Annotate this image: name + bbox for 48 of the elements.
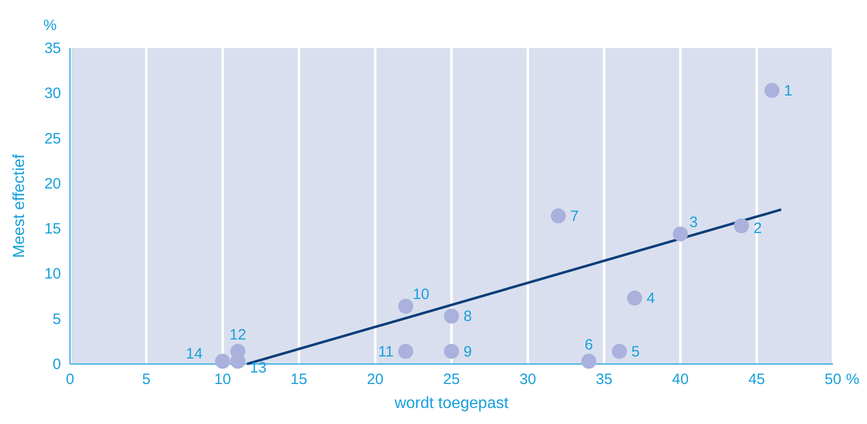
y-axis-title: Meest effectief <box>11 154 28 258</box>
annotation: 7 <box>570 208 579 225</box>
x-tick-label: 25 <box>443 371 460 388</box>
y-tick-label: 20 <box>44 175 61 192</box>
x-tick-label: 30 <box>519 371 536 388</box>
annotation: 2 <box>753 220 762 237</box>
y-tick-label: 35 <box>44 40 61 57</box>
point <box>444 344 459 359</box>
point <box>672 226 688 242</box>
annotation: 4 <box>646 290 655 308</box>
y-tick-label: 10 <box>44 266 61 283</box>
point <box>444 308 459 324</box>
point <box>398 344 414 359</box>
point <box>398 298 414 314</box>
y-tick-label: 15 <box>44 220 61 238</box>
x-tick-label: 20 <box>366 371 384 388</box>
annotation: 1 <box>784 82 792 100</box>
y-tick-label: 30 <box>44 85 61 102</box>
annotation: 14 <box>186 345 203 362</box>
y-tick-label: 25 <box>44 130 61 148</box>
annotation: 3 <box>689 214 698 231</box>
x-tick-label: 10 <box>214 371 231 388</box>
annotation: 10 <box>412 286 430 304</box>
annotation: 12 <box>230 326 246 344</box>
x-tick-label: 0 <box>66 371 74 388</box>
point <box>612 344 627 359</box>
x-tick-label: 45 <box>748 371 766 388</box>
x-tick-label: 15 <box>290 371 308 388</box>
point <box>734 218 749 234</box>
annotation: 11 <box>378 343 394 360</box>
x-tick-label: 50 <box>824 371 842 388</box>
annotation: 9 <box>464 343 472 360</box>
y-tick-label: 5 <box>52 310 61 328</box>
point <box>215 354 230 369</box>
annotation: 6 <box>584 336 594 354</box>
x-tick-label: 5 <box>142 371 150 388</box>
x-tick-label: 40 <box>672 371 689 388</box>
point <box>550 208 566 224</box>
x-axis-title: wordt toegepast <box>394 395 509 412</box>
point <box>627 290 642 306</box>
y-tick-label: 0 <box>52 356 61 373</box>
annotation: 5 <box>631 343 640 360</box>
annotation: 8 <box>464 308 472 326</box>
point <box>581 354 596 369</box>
text: % <box>846 371 860 388</box>
text: % <box>43 17 57 34</box>
x-tick-label: 35 <box>596 371 612 388</box>
point <box>764 82 780 98</box>
